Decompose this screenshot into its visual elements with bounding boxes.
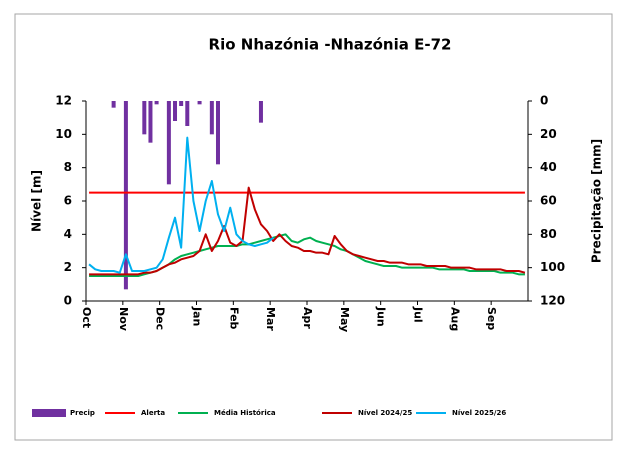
y2-tick-label: 40 xyxy=(540,160,557,174)
x-tick-label: Mar xyxy=(264,307,277,331)
x-tick-label: Sep xyxy=(485,307,498,330)
legend-label: Nível 2024/25 xyxy=(358,409,412,417)
x-tick-label: Dec xyxy=(154,307,167,330)
y-tick-label: 12 xyxy=(55,94,72,108)
x-tick-label: Feb xyxy=(227,307,240,330)
chart-frame xyxy=(14,13,613,441)
series-line xyxy=(88,136,274,274)
series-line xyxy=(89,186,526,276)
x-tick-label: Jul xyxy=(412,306,425,323)
precip-bar xyxy=(173,101,178,121)
y2-tick-label: 60 xyxy=(540,194,557,208)
y-tick-label: 8 xyxy=(64,160,72,174)
x-tick-label: May xyxy=(338,307,351,332)
precip-bar xyxy=(258,101,263,123)
y-tick-label: 2 xyxy=(64,260,72,274)
legend-label: Alerta xyxy=(141,409,165,417)
chart-title: Rio Nhazónia -Nhazónia E-72 xyxy=(209,36,452,54)
y-tick-label: 6 xyxy=(64,194,72,208)
legend-label: Precip xyxy=(70,409,95,417)
precip-bar xyxy=(215,101,220,165)
legend-label: Nível 2025/26 xyxy=(452,409,506,417)
y-tick-label: 10 xyxy=(55,127,72,141)
precip-bar xyxy=(209,101,214,135)
y2-axis-title: Precipitação [mm] xyxy=(590,139,604,263)
precip-bar xyxy=(154,101,159,105)
y2-tick-label: 20 xyxy=(540,127,557,141)
precip-bar xyxy=(123,101,128,290)
precip-bar xyxy=(142,101,147,135)
x-tick-label: Oct xyxy=(80,307,93,328)
precip-bar xyxy=(179,101,184,106)
y-axis-title: Nível [m] xyxy=(30,170,44,232)
y2-tick-label: 0 xyxy=(540,94,548,108)
y-tick-label: 0 xyxy=(64,294,72,308)
precip-bar xyxy=(111,101,116,108)
y2-tick-label: 120 xyxy=(540,294,565,308)
y2-tick-label: 100 xyxy=(540,260,565,274)
precip-bar xyxy=(185,101,190,126)
legend-swatch xyxy=(32,409,66,417)
x-tick-label: Apr xyxy=(301,307,314,329)
precip-bar xyxy=(148,101,153,143)
y-tick-label: 4 xyxy=(64,227,72,241)
legend-label: Média Histórica xyxy=(214,409,276,417)
x-tick-label: Nov xyxy=(117,307,130,332)
x-tick-label: Jan xyxy=(191,306,204,326)
x-tick-label: Aug xyxy=(448,307,461,331)
precip-bar xyxy=(197,101,202,105)
precip-bar xyxy=(166,101,171,185)
x-tick-label: Jun xyxy=(375,306,388,327)
y2-tick-label: 80 xyxy=(540,227,557,241)
